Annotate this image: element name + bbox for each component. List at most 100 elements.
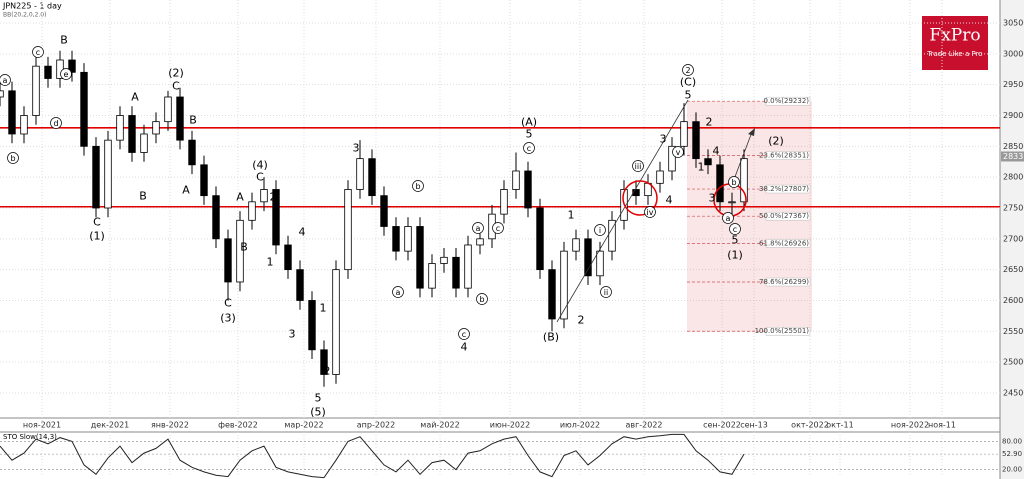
- candle-body: [236, 219, 244, 283]
- wave-circle: [644, 206, 656, 218]
- wave-label: b: [479, 295, 484, 304]
- wave-label: C: [93, 216, 101, 229]
- wave-label: a: [726, 214, 731, 223]
- candle-body: [308, 300, 316, 351]
- wave-label: 3: [289, 328, 296, 341]
- candle-body: [92, 145, 100, 209]
- wave-label: B: [139, 190, 147, 203]
- y-tick-label: 29000: [1003, 111, 1024, 120]
- candle-body: [740, 158, 748, 203]
- wave-circle: [600, 286, 612, 298]
- candle-body: [464, 244, 472, 289]
- fib-label: 50.0%(27367): [759, 212, 809, 220]
- candle-body: [212, 195, 220, 240]
- fib-label: 100.0%(25501): [755, 327, 810, 335]
- wave-label: (2): [168, 67, 184, 80]
- candle-body: [476, 238, 484, 246]
- wave-label: iv: [647, 208, 654, 217]
- wave-label: 2: [270, 191, 277, 204]
- x-tick-label: июн-2022: [490, 421, 530, 430]
- wave-circle: [50, 117, 62, 129]
- candle-body: [140, 133, 148, 153]
- candle-body: [704, 158, 712, 166]
- chart-title: JPN225 - 1 day: [2, 2, 62, 11]
- wave-label: 3: [709, 192, 716, 205]
- wave-label: (3): [220, 312, 236, 325]
- wave-circle: [492, 222, 504, 234]
- candle-body: [692, 121, 700, 160]
- wave-label: 5: [685, 89, 692, 102]
- wave-label: 2: [324, 365, 331, 378]
- x-tick-label: мар-2022: [284, 421, 323, 430]
- wave-label: (C): [680, 76, 696, 89]
- wave-label: 1: [320, 302, 327, 315]
- wave-label: 2: [685, 66, 690, 75]
- arrow-head: [748, 128, 755, 136]
- sto-tick-label: 20.00: [1002, 466, 1022, 474]
- wave-label: d: [53, 119, 58, 128]
- candle-body: [104, 139, 112, 209]
- x-tick-label: апр-2022: [357, 421, 395, 430]
- highlight: [622, 180, 658, 216]
- wave-label: C: [256, 171, 264, 184]
- candle-body: [260, 189, 268, 203]
- candle-body: [320, 349, 328, 375]
- wave-label: (2): [768, 135, 784, 148]
- wave-label: (A): [521, 116, 537, 129]
- candle-body: [452, 256, 460, 289]
- wave-circle: [672, 146, 684, 158]
- indicator-label: BB(20,2,0,2.0): [3, 12, 46, 19]
- wave-label: 2: [578, 314, 585, 327]
- wave-label: a: [476, 224, 481, 233]
- wave-label: 4: [461, 341, 468, 354]
- wave-label: A: [236, 191, 244, 204]
- candle-body: [0, 90, 4, 98]
- y-tick-label: 28500: [1003, 142, 1024, 151]
- price-label: 28335: [1003, 152, 1024, 161]
- fib-label-box: [765, 277, 811, 287]
- wave-label: (4): [252, 159, 268, 172]
- y-tick-label: 27000: [1003, 234, 1024, 243]
- y-tick-label: 25500: [1003, 327, 1024, 336]
- wave-label: b: [415, 182, 420, 191]
- wave-label: c: [733, 225, 737, 234]
- candle-body: [272, 189, 280, 246]
- wave-arrow: [732, 131, 753, 183]
- wave-label: c: [496, 224, 500, 233]
- wave-circle: [523, 142, 535, 154]
- candle-body: [80, 71, 88, 147]
- y-tick-label: 27500: [1003, 203, 1024, 212]
- candle-body: [332, 269, 340, 375]
- y-tick-label: 29500: [1003, 80, 1024, 89]
- price-box: [1001, 151, 1024, 162]
- candle-body: [680, 121, 688, 147]
- wave-circle: [0, 74, 11, 86]
- fib-label-box: [765, 326, 811, 336]
- sto-label: STO Slow(14,3): [3, 433, 57, 441]
- y-tick-label: 28000: [1003, 173, 1024, 182]
- candle-body: [224, 238, 232, 283]
- fib-label: 78.6%(26299): [759, 278, 809, 286]
- wave-label: A: [131, 91, 139, 104]
- candle-body: [404, 226, 412, 252]
- x-tick-label: ноя-2021: [23, 421, 61, 430]
- wave-circle: [32, 46, 44, 58]
- candle-body: [368, 158, 376, 197]
- wave-label: 4: [299, 226, 306, 239]
- x-tick-label: ноя-11: [928, 421, 956, 430]
- wave-circle: [722, 212, 734, 224]
- candle-body: [572, 238, 580, 252]
- candle-body: [116, 115, 124, 141]
- candle-body: [608, 219, 616, 252]
- x-tick-label: окт-2022: [791, 421, 829, 430]
- wave-label: (1): [89, 230, 105, 243]
- wave-circle: [476, 293, 488, 305]
- logo-name: FxPro: [929, 26, 980, 46]
- wave-label: b: [10, 154, 15, 163]
- wave-line: [556, 99, 689, 323]
- wave-label: c: [462, 330, 466, 339]
- wave-label: 1: [698, 161, 705, 174]
- wave-label: B: [189, 114, 197, 127]
- wave-label: a: [3, 76, 8, 85]
- y-tick-label: 30000: [1003, 49, 1024, 58]
